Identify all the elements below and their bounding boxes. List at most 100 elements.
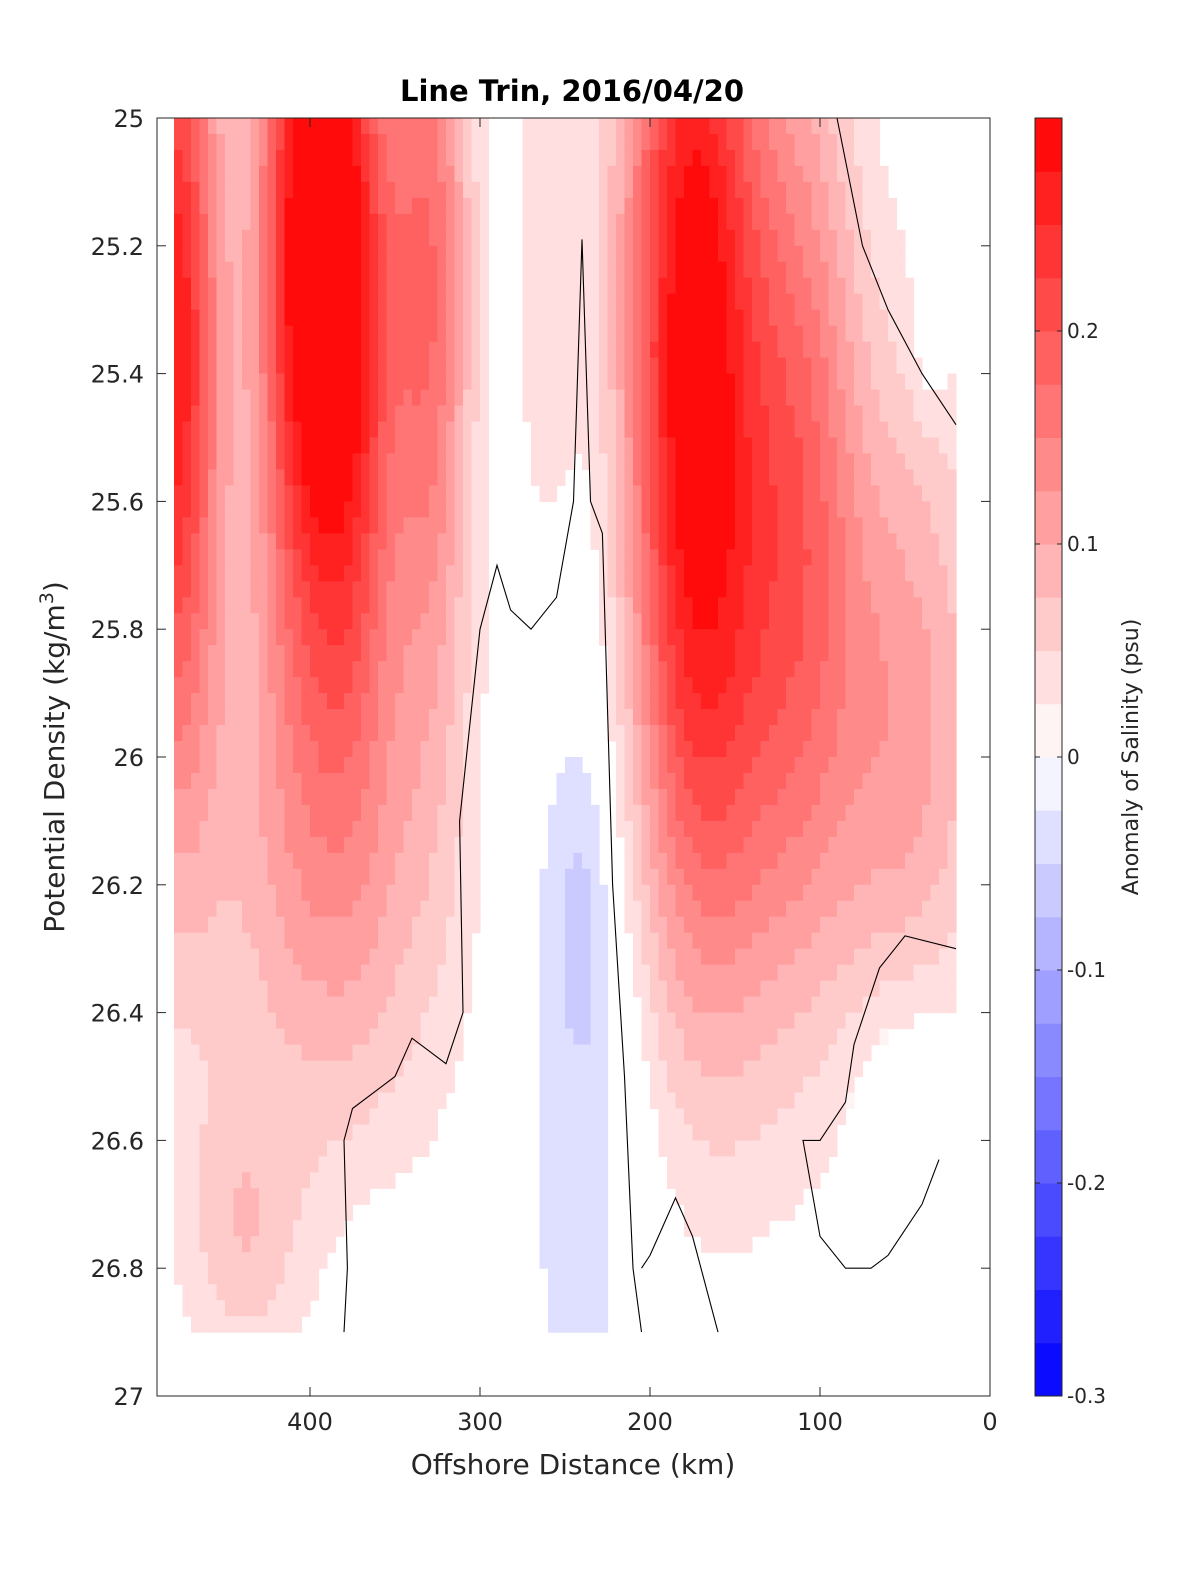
- heat-cell: [607, 629, 617, 646]
- heat-cell: [820, 437, 830, 455]
- heat-cell: [259, 996, 269, 1014]
- heat-cell: [310, 453, 320, 471]
- heat-cell: [811, 868, 821, 886]
- heat-cell: [208, 788, 218, 806]
- heat-cell: [556, 1044, 566, 1062]
- heat-cell: [429, 964, 439, 982]
- heat-cell: [420, 581, 430, 598]
- heat-cell: [242, 725, 252, 742]
- heat-cell: [420, 1028, 430, 1046]
- heat-cell: [735, 149, 745, 167]
- heat-cell: [573, 421, 583, 439]
- heat-cell: [828, 485, 838, 502]
- heat-cell: [939, 533, 949, 550]
- heat-cell: [845, 836, 855, 854]
- heat-cell: [854, 357, 864, 375]
- heat-cell: [199, 1028, 209, 1046]
- heat-cell: [344, 932, 354, 950]
- heat-cell: [760, 693, 770, 710]
- heat-cell: [369, 197, 379, 215]
- heat-cell: [174, 1044, 184, 1062]
- heat-cell: [930, 948, 940, 966]
- heat-cell: [361, 261, 371, 279]
- heat-cell: [335, 772, 345, 790]
- heat-cell: [913, 613, 923, 630]
- heat-cell: [760, 996, 770, 1014]
- heat-cell: [930, 405, 940, 423]
- heat-cell: [318, 964, 328, 982]
- heat-cell: [794, 1076, 804, 1094]
- heat-cell: [879, 485, 889, 502]
- heat-cell: [709, 629, 719, 646]
- heat-cell: [284, 309, 294, 327]
- heat-cell: [233, 900, 243, 918]
- heat-cell: [726, 469, 736, 487]
- heat-cell: [471, 772, 481, 790]
- heat-cell: [191, 629, 201, 646]
- heat-cell: [658, 197, 668, 215]
- heat-cell: [259, 421, 269, 439]
- heat-cell: [335, 453, 345, 471]
- heat-cell: [701, 980, 711, 998]
- heat-cell: [667, 309, 677, 327]
- heat-cell: [191, 1108, 201, 1126]
- heat-cell: [310, 884, 320, 902]
- heat-cell: [301, 341, 311, 359]
- heat-cell: [352, 852, 362, 870]
- heat-cell: [471, 741, 481, 758]
- heat-cell: [769, 501, 779, 518]
- heat-cell: [947, 533, 957, 550]
- heat-cell: [769, 757, 779, 774]
- heat-cell: [216, 309, 226, 327]
- heat-cell: [429, 213, 439, 231]
- heat-cell: [735, 661, 745, 678]
- heat-cell: [429, 1028, 439, 1046]
- heat-cell: [752, 341, 762, 359]
- heat-cell: [267, 453, 277, 471]
- heat-cell: [718, 501, 728, 518]
- heat-cell: [276, 677, 286, 694]
- heat-cell: [735, 165, 745, 183]
- heat-cell: [352, 964, 362, 982]
- heat-cell: [446, 277, 456, 295]
- heat-cell: [641, 932, 651, 950]
- heat-cell: [641, 501, 651, 518]
- heat-cell: [216, 501, 226, 518]
- heat-cell: [718, 453, 728, 471]
- heat-cell: [429, 836, 439, 854]
- heat-cell: [293, 836, 303, 854]
- heat-cell: [335, 533, 345, 550]
- heat-cell: [446, 996, 456, 1014]
- heat-cell: [395, 725, 405, 742]
- heat-cell: [709, 581, 719, 598]
- heat-cell: [293, 1044, 303, 1062]
- heat-cell: [624, 133, 634, 151]
- heat-cell: [565, 149, 575, 167]
- heat-cell: [471, 693, 481, 710]
- heat-cell: [896, 373, 906, 391]
- heat-cell: [344, 804, 354, 822]
- heat-cell: [327, 405, 337, 423]
- heat-cell: [871, 245, 881, 263]
- heat-cell: [420, 245, 430, 263]
- heat-cell: [386, 645, 396, 662]
- heat-cell: [930, 581, 940, 598]
- heat-cell: [335, 549, 345, 566]
- heat-cell: [658, 645, 668, 662]
- heat-cell: [454, 804, 464, 822]
- heat-cell: [845, 900, 855, 918]
- heat-cell: [259, 277, 269, 295]
- heat-cell: [437, 788, 447, 806]
- heat-cell: [735, 980, 745, 998]
- heat-cell: [888, 980, 898, 998]
- heat-cell: [777, 597, 787, 614]
- heat-cell: [242, 1076, 252, 1094]
- heat-cell: [769, 581, 779, 598]
- heat-cell: [760, 309, 770, 327]
- heat-cell: [675, 1060, 685, 1078]
- heat-cell: [395, 916, 405, 934]
- heat-cell: [675, 645, 685, 662]
- heat-cell: [242, 645, 252, 662]
- heat-cell: [395, 757, 405, 774]
- heat-cell: [395, 453, 405, 471]
